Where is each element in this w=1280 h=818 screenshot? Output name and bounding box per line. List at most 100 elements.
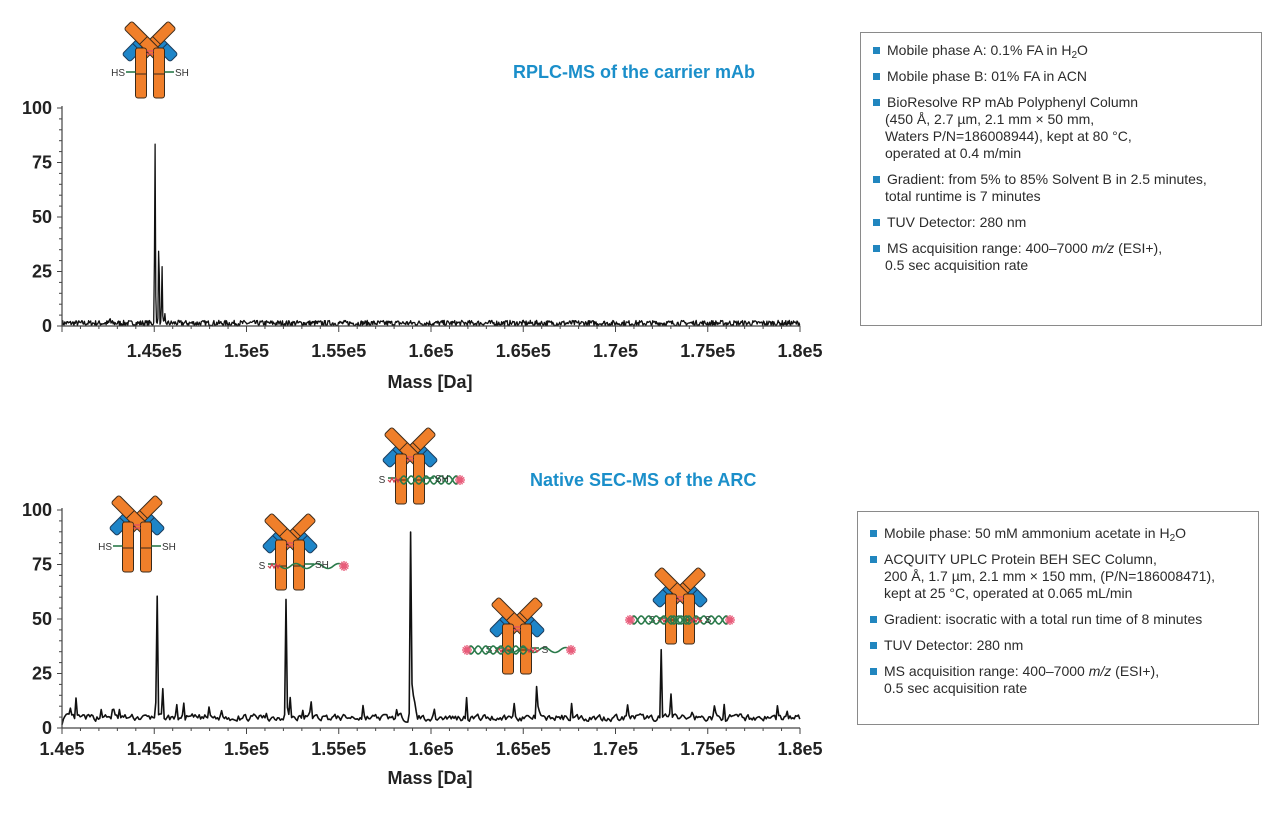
legend-item: Mobile phase B: 01% FA in ACN — [873, 68, 1249, 85]
legend-item: MS acquisition range: 400–7000 m/z (ESI+… — [870, 663, 1246, 697]
legend-item: Gradient: isocratic with a total run tim… — [870, 611, 1246, 628]
legend-text: MS acquisition range: 400–7000 m/z (ESI+… — [884, 663, 1160, 679]
y-tick-label: 75 — [32, 153, 52, 173]
antibody-icon: HS SH — [111, 21, 189, 99]
antibody-conjugate-icon: S SH — [259, 513, 349, 591]
x-tick-label: 1.4e5 — [39, 739, 84, 759]
legend-text: Gradient: from 5% to 85% Solvent B in 2.… — [887, 171, 1207, 187]
sulfur-label: S — [705, 615, 712, 626]
payload-star-icon — [625, 615, 635, 625]
legend-item: Mobile phase: 50 mM ammonium acetate in … — [870, 525, 1246, 544]
x-tick-label: 1.75e5 — [680, 341, 735, 361]
bullet-icon — [870, 556, 877, 563]
x-tick-label: 1.75e5 — [680, 739, 735, 759]
oligo-strand — [629, 615, 691, 625]
y-tick-label: 75 — [32, 555, 52, 575]
x-tick-label: 1.8e5 — [777, 341, 822, 361]
y-tick-label: 50 — [32, 609, 52, 629]
x-tick-label: 1.55e5 — [311, 341, 366, 361]
bullet-icon — [873, 99, 880, 106]
thiol-label: HS — [98, 542, 112, 553]
thiol-label: SH — [162, 542, 176, 553]
legend-text: MS acquisition range: 400–7000 m/z (ESI+… — [887, 240, 1163, 256]
y-tick-label: 25 — [32, 664, 52, 684]
antibody-icon: HS SH — [98, 495, 176, 573]
x-tick-label: 1.6e5 — [408, 341, 453, 361]
heavy-chain-stem — [122, 521, 134, 573]
legend-text: Waters P/N=186008944), kept at 80 °C, — [885, 128, 1132, 144]
legend-text: Mobile phase B: 01% FA in ACN — [887, 68, 1087, 84]
chart-title-rplc: RPLC-MS of the carrier mAb — [513, 62, 756, 82]
bullet-icon — [870, 530, 877, 537]
x-tick-label: 1.6e5 — [408, 739, 453, 759]
oligo-strand — [399, 475, 461, 485]
linker-squiggle — [526, 646, 540, 654]
legend-text: 200 Å, 1.7 µm, 2.1 mm × 150 mm, (P/N=186… — [884, 568, 1216, 584]
bullet-icon — [873, 47, 880, 54]
x-tick-label: 1.7e5 — [593, 739, 638, 759]
thiol-label: SH — [315, 560, 329, 571]
heavy-chain-stem — [153, 47, 165, 99]
rplc-conditions-legend: Mobile phase A: 0.1% FA in H2O Mobile ph… — [860, 32, 1262, 326]
y-tick-label: 0 — [42, 718, 52, 738]
x-tick-label: 1.8e5 — [777, 739, 822, 759]
thiol-label: SH — [435, 474, 449, 485]
sulfur-label: S — [259, 561, 266, 572]
y-tick-label: 25 — [32, 262, 52, 282]
legend-text: TUV Detector: 280 nm — [884, 637, 1024, 653]
heavy-chain-stem — [140, 521, 152, 573]
payload-star-icon — [339, 561, 349, 571]
legend-item: TUV Detector: 280 nm — [873, 214, 1249, 231]
bullet-icon — [873, 219, 880, 226]
x-tick-label: 1.45e5 — [127, 341, 182, 361]
x-tick-label: 1.65e5 — [496, 341, 551, 361]
bullet-icon — [870, 642, 877, 649]
heavy-chain-stem — [135, 47, 147, 99]
legend-text: kept at 25 °C, operated at 0.065 mL/min — [884, 585, 1133, 601]
legend-text: operated at 0.4 m/min — [885, 145, 1022, 161]
legend-text: (450 Å, 2.7 µm, 2.1 mm × 50 mm, — [885, 111, 1095, 127]
legend-text: Gradient: isocratic with a total run tim… — [884, 611, 1203, 627]
sulfur-label: S — [379, 475, 386, 486]
legend-text: Mobile phase A: 0.1% FA in H2O — [887, 42, 1088, 61]
legend-text: 0.5 sec acquisition rate — [884, 680, 1028, 696]
x-tick-label: 1.5e5 — [224, 739, 269, 759]
legend-text: Mobile phase: 50 mM ammonium acetate in … — [884, 525, 1187, 544]
spectrum-trace — [61, 143, 801, 327]
oligo-strand — [279, 562, 345, 570]
legend-item: ACQUITY UPLC Protein BEH SEC Column, 200… — [870, 551, 1246, 602]
payload-star-icon — [455, 475, 465, 485]
bullet-icon — [870, 668, 877, 675]
x-tick-label: 1.55e5 — [311, 739, 366, 759]
linker-squiggle — [267, 562, 281, 570]
payload-star-icon — [725, 615, 735, 625]
y-tick-label: 100 — [22, 98, 52, 118]
y-tick-label: 100 — [22, 500, 52, 520]
legend-item: Mobile phase A: 0.1% FA in H2O — [873, 42, 1249, 61]
chart-title-native-sec: Native SEC-MS of the ARC — [530, 470, 757, 490]
x-tick-label: 1.65e5 — [496, 739, 551, 759]
y-tick-label: 50 — [32, 207, 52, 227]
thiol-label: HS — [111, 68, 125, 79]
thiol-label: SH — [175, 68, 189, 79]
bullet-icon — [873, 245, 880, 252]
legend-text: TUV Detector: 280 nm — [887, 214, 1027, 230]
native-sec-conditions-legend: Mobile phase: 50 mM ammonium acetate in … — [857, 511, 1259, 725]
legend-item: Gradient: from 5% to 85% Solvent B in 2.… — [873, 171, 1249, 205]
x-axis-label: Mass [Da] — [387, 768, 472, 788]
x-tick-label: 1.45e5 — [127, 739, 182, 759]
legend-text: ACQUITY UPLC Protein BEH SEC Column, — [884, 551, 1157, 567]
antibody-conjugate-icon: S SH — [379, 427, 465, 505]
legend-item: TUV Detector: 280 nm — [870, 637, 1246, 654]
y-tick-label: 0 — [42, 316, 52, 336]
payload-star-icon — [566, 645, 576, 655]
spectrum-trace — [61, 531, 801, 725]
bullet-icon — [873, 176, 880, 183]
sulfur-label: S — [542, 645, 549, 656]
legend-item: BioResolve RP mAb Polyphenyl Column (450… — [873, 94, 1249, 162]
linker-squiggle — [387, 476, 401, 484]
